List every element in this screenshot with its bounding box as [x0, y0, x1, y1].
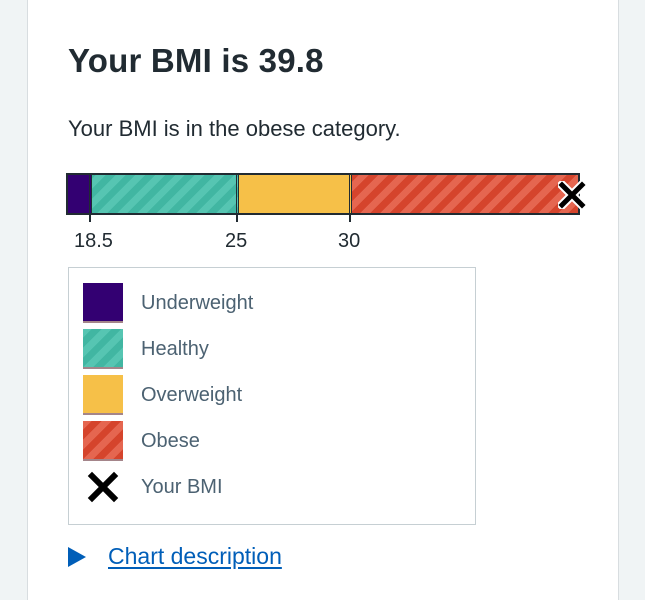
tick-25: [236, 214, 238, 222]
triangle-right-icon: [68, 546, 86, 567]
legend-label: Underweight: [141, 291, 254, 314]
bar-segment-healthy: [92, 175, 239, 213]
tick-label-30: 30: [338, 230, 361, 252]
legend-swatch-obese: [83, 421, 123, 461]
tick-label-25: 25: [225, 230, 248, 252]
bar-segment-underweight: [68, 175, 92, 213]
bmi-scale-bar: [66, 173, 580, 215]
tick-label-18-5: 18.5: [74, 230, 113, 252]
chart-description-link[interactable]: Chart description: [108, 543, 282, 569]
chart-description-toggle[interactable]: Chart description: [68, 543, 282, 570]
legend-swatch-underweight: [83, 283, 123, 323]
bar-segment-overweight: [239, 175, 352, 213]
legend-item-obese: Obese: [83, 421, 200, 461]
legend-label: Obese: [141, 429, 200, 452]
tick-30: [349, 214, 351, 222]
legend-label: Healthy: [141, 337, 209, 360]
your-bmi-marker-icon: [555, 178, 589, 212]
legend-item-overweight: Overweight: [83, 375, 242, 415]
page-title: Your BMI is 39.8: [68, 42, 324, 79]
legend-label: Your BMI: [141, 475, 223, 498]
cross-icon: [83, 467, 123, 507]
legend-label: Overweight: [141, 383, 243, 406]
legend-swatch-healthy: [83, 329, 123, 369]
bmi-category-text: Your BMI is in the obese category.: [68, 116, 401, 141]
bar-segment-obese: [352, 175, 578, 213]
legend-item-your-bmi: Your BMI: [83, 467, 223, 507]
legend-swatch-overweight: [83, 375, 123, 415]
chart-legend: Underweight Healthy Overweight Obese You…: [68, 267, 476, 525]
tick-18-5: [89, 214, 91, 222]
legend-item-healthy: Healthy: [83, 329, 209, 369]
bmi-result-card: Your BMI is 39.8 Your BMI is in the obes…: [27, 0, 619, 600]
legend-item-underweight: Underweight: [83, 283, 253, 323]
